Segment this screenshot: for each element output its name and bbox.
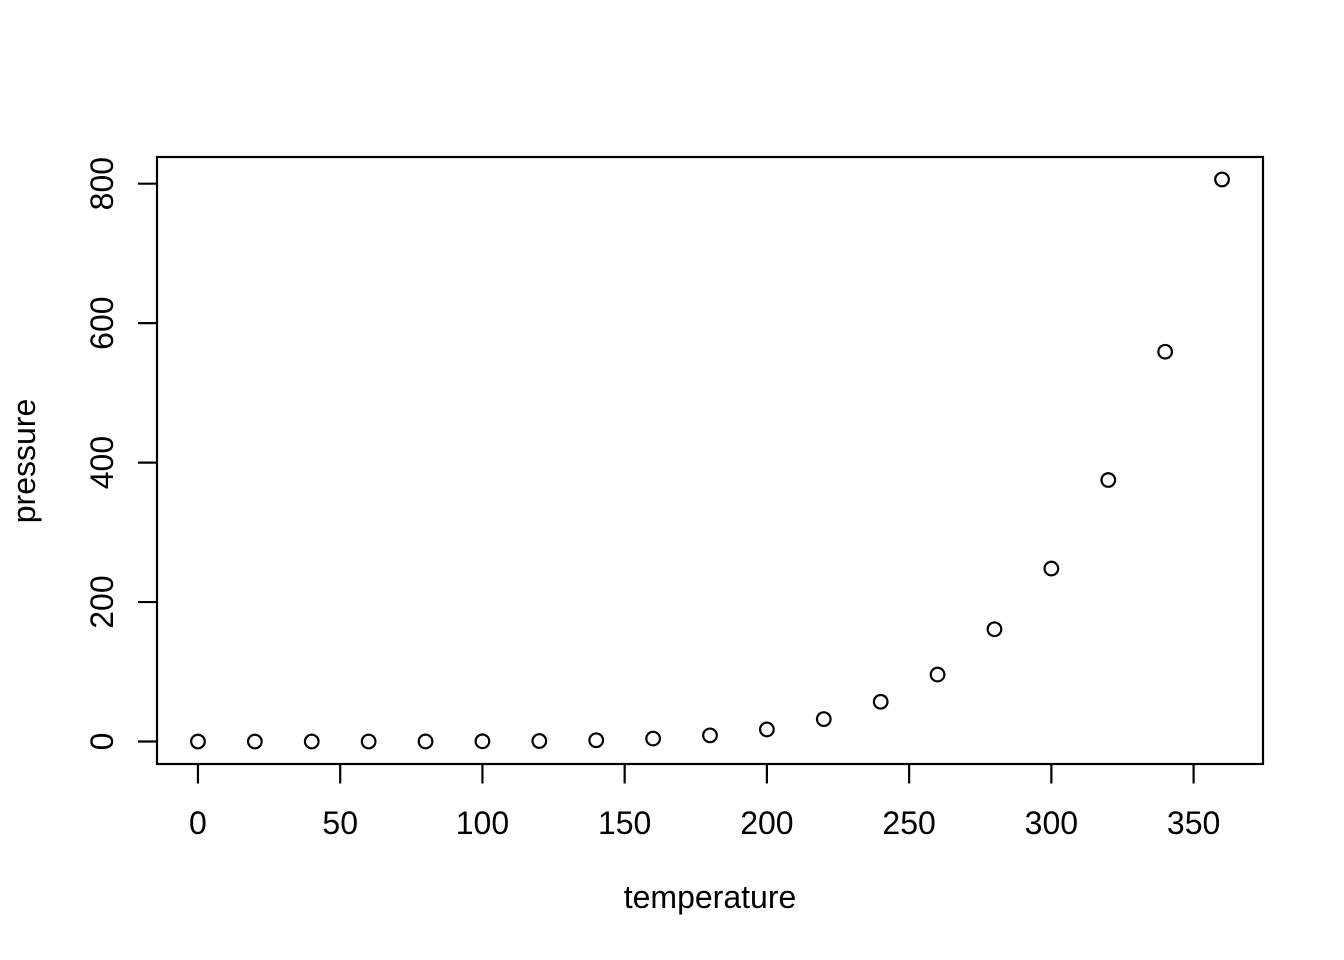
svg-text:350: 350 — [1167, 805, 1220, 841]
svg-text:150: 150 — [598, 805, 651, 841]
svg-text:0: 0 — [189, 805, 207, 841]
svg-text:600: 600 — [84, 296, 120, 349]
svg-text:50: 50 — [322, 805, 358, 841]
svg-text:pressure: pressure — [6, 399, 42, 524]
svg-text:200: 200 — [740, 805, 793, 841]
svg-text:0: 0 — [84, 733, 120, 751]
svg-text:250: 250 — [882, 805, 935, 841]
svg-text:temperature: temperature — [624, 879, 797, 915]
svg-text:800: 800 — [84, 157, 120, 210]
svg-text:300: 300 — [1025, 805, 1078, 841]
svg-text:100: 100 — [456, 805, 509, 841]
svg-text:200: 200 — [84, 575, 120, 628]
svg-text:400: 400 — [84, 436, 120, 489]
